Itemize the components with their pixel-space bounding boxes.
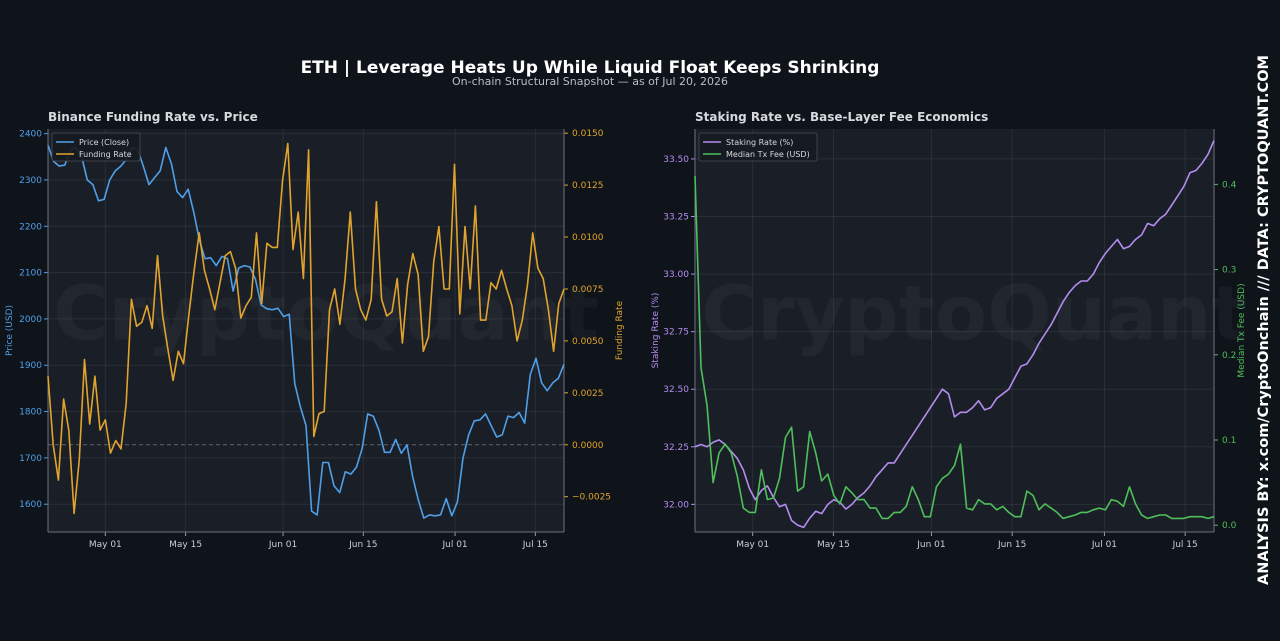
y-left-tick-label: 1600 xyxy=(19,500,42,510)
x-tick-label: Jun 15 xyxy=(348,540,377,550)
x-tick-label: Jun 01 xyxy=(268,540,297,550)
y-left-tick-label: 2300 xyxy=(19,176,42,186)
y-right-tick-label: 0.0150 xyxy=(572,129,604,139)
y-left-axis-label: Price (USD) xyxy=(5,305,15,356)
y-left-tick-label: 1700 xyxy=(19,454,42,464)
x-tick-label: May 15 xyxy=(817,540,850,550)
y-left-tick-label: 1900 xyxy=(19,361,42,371)
panel-title: Binance Funding Rate vs. Price xyxy=(48,110,258,124)
x-tick-label: Jun 01 xyxy=(916,540,945,550)
chart-staking-vs-fee: CryptoQuant May 01 May 15 Jun 01 Jun 15 Jul 0… xyxy=(651,110,1247,550)
series-line-right xyxy=(47,142,565,515)
x-tick-label: Jul 15 xyxy=(1172,540,1198,550)
y-right-axis-label: Funding Rate xyxy=(615,300,625,360)
y-left-tick-label: 33.50 xyxy=(663,155,689,165)
y-right-tick-label: 0.0025 xyxy=(572,389,604,399)
y-left-tick-label: 32.50 xyxy=(663,385,689,395)
y-right-tick-label: 0.0000 xyxy=(572,441,604,451)
x-tick-label: Jun 15 xyxy=(997,540,1026,550)
x-tick-label: Jul 01 xyxy=(1091,540,1117,550)
y-left-tick-label: 33.25 xyxy=(663,213,689,223)
panel-title: Staking Rate vs. Base-Layer Fee Economic… xyxy=(695,110,988,124)
legend-label: Staking Rate (%) xyxy=(726,138,793,147)
figure-title: ETH | Leverage Heats Up While Liquid Flo… xyxy=(300,58,880,78)
side-attribution-text: ANALYSIS BY: x.com/CryptoOnchain /// DAT… xyxy=(1256,55,1272,585)
y-left-tick-label: 33.00 xyxy=(663,270,689,280)
y-right-axis-label: Median Tx Fee (USD) xyxy=(1237,283,1247,377)
y-right-tick-label: 0.0050 xyxy=(572,337,604,347)
y-right-tick-label: 0.0075 xyxy=(572,285,604,295)
y-left-tick-label: 2200 xyxy=(19,222,42,232)
legend-label: Funding Rate xyxy=(79,150,132,159)
y-right-tick-label: 0.0100 xyxy=(572,233,604,243)
x-tick-label: May 01 xyxy=(736,540,769,550)
y-right-tick-label: 0.2 xyxy=(1222,351,1236,361)
y-left-tick-label: 32.00 xyxy=(663,500,689,510)
legend-label: Price (Close) xyxy=(79,138,129,147)
watermark-text: CryptoQuant xyxy=(701,268,1247,357)
y-right-tick-label: −0.0025 xyxy=(572,493,611,503)
y-right-tick-label: 0.3 xyxy=(1222,266,1236,276)
y-left-tick-label: 2400 xyxy=(19,130,42,140)
y-left-tick-label: 32.75 xyxy=(663,328,689,338)
figure-subtitle: On-chain Structural Snapshot — as of Jul… xyxy=(451,75,729,88)
side-attribution: ANALYSIS BY: x.com/CryptoOnchain /// DAT… xyxy=(1256,55,1272,585)
y-left-axis-label: Staking Rate (%) xyxy=(651,293,661,369)
y-right-tick-label: 0.4 xyxy=(1222,180,1237,190)
series-line-right xyxy=(694,175,1215,520)
y-left-tick-label: 32.25 xyxy=(663,443,689,453)
y-right-tick-label: 0.1 xyxy=(1222,436,1236,446)
y-right-tick-label: 0.0125 xyxy=(572,181,604,191)
x-tick-label: Jul 01 xyxy=(441,540,467,550)
legend-label: Median Tx Fee (USD) xyxy=(726,150,810,159)
y-left-tick-label: 1800 xyxy=(19,408,42,418)
x-tick-label: May 15 xyxy=(169,540,202,550)
legend-box xyxy=(698,132,818,162)
x-tick-label: May 01 xyxy=(89,540,122,550)
x-tick-label: Jul 15 xyxy=(522,540,548,550)
y-right-tick-label: 0.0 xyxy=(1222,521,1237,531)
y-left-tick-label: 2100 xyxy=(19,269,42,279)
series-line-left xyxy=(694,140,1215,529)
y-left-tick-label: 2000 xyxy=(19,315,42,325)
